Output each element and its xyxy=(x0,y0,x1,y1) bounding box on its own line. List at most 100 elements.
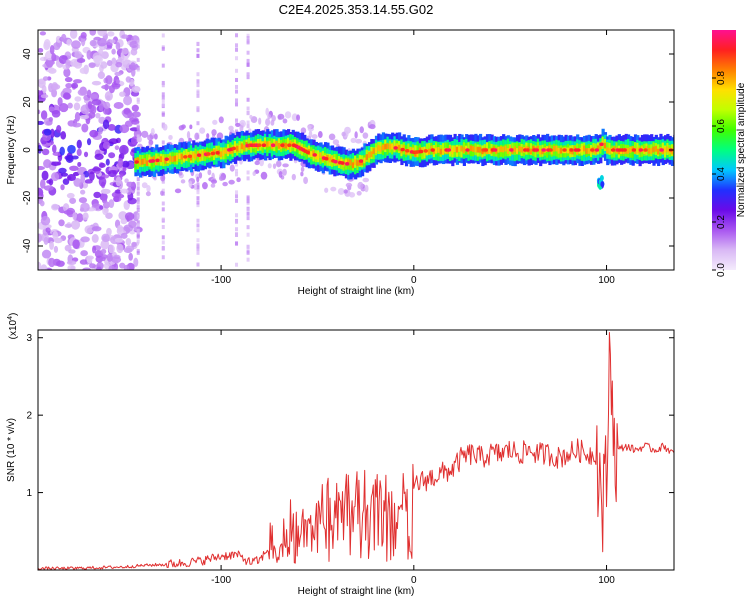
spectrogram-peak xyxy=(622,148,627,152)
spectrogram-halo xyxy=(198,172,203,179)
spectrogram-halo xyxy=(146,184,151,193)
spectrogram-streak xyxy=(246,195,250,200)
spectrogram-ridge-cell xyxy=(455,146,460,153)
spectrogram-noise-blob xyxy=(67,102,73,109)
spectrogram-halo xyxy=(291,173,296,181)
spectrogram-streak xyxy=(161,188,165,193)
spectrogram-streak xyxy=(196,250,200,255)
spectrogram-streak xyxy=(136,228,140,233)
spectrogram-halo xyxy=(168,134,173,140)
spectrogram-ridge-cell xyxy=(310,151,314,157)
spectrogram-halo xyxy=(250,116,258,123)
spectrogram-ridge-cell xyxy=(349,159,353,166)
spectrogram-peak xyxy=(631,148,637,152)
spectrogram-noise-blob xyxy=(45,60,55,66)
spectrogram-ridge-cell xyxy=(557,147,561,154)
spectrogram-ridge-cell xyxy=(173,155,177,162)
spectrogram-noise-blob xyxy=(108,244,115,254)
spectrogram-ridge-cell xyxy=(189,154,194,161)
spectrogram-ridge-cell xyxy=(354,159,358,166)
spectrogram-streak xyxy=(161,46,165,51)
spectrogram-ridge-cell xyxy=(520,146,524,153)
spectrogram-noise-blob xyxy=(51,88,58,98)
spectrogram-noise-blob xyxy=(127,112,135,119)
spectrogram-halo xyxy=(345,182,353,188)
spectrogram-noise-blob xyxy=(93,191,102,199)
spectrogram-streak xyxy=(196,246,200,251)
spectrogram-streak xyxy=(136,181,140,186)
spectrogram-noise-blob xyxy=(79,67,88,74)
spectrogram-halo xyxy=(145,191,151,197)
spectrogram-streak xyxy=(196,121,200,126)
spectrogram-streak xyxy=(246,33,250,38)
spectrogram-halo xyxy=(357,181,364,190)
spectrogram-ridge-cell xyxy=(583,145,587,152)
spectrogram-noise-blob xyxy=(123,95,133,106)
spectrogram-noise-blob xyxy=(121,160,130,168)
spectrogram-halo xyxy=(307,125,312,130)
spectrogram-streak xyxy=(235,172,239,177)
spectrogram-streak xyxy=(235,98,239,103)
spectrogram-ridge-cell xyxy=(243,144,247,151)
spectrogram-ridge-cell xyxy=(402,145,406,151)
spectrogram-ridge-cell xyxy=(175,155,180,161)
spectrogram-noise-blob xyxy=(67,174,76,182)
spectrogram-ridge-cell xyxy=(451,148,455,155)
spectrogram-ridge-cell xyxy=(171,156,175,163)
spectrogram-noise-blob xyxy=(60,172,69,177)
spectrogram-streak xyxy=(161,112,165,117)
spectrogram-noise-blob xyxy=(81,123,89,133)
spectrogram-halo xyxy=(160,174,166,182)
spectrogram-streak xyxy=(196,187,200,192)
spectrogram-ridge-cell xyxy=(428,148,432,155)
spectrogram-halo xyxy=(278,170,283,178)
spectrogram-noise-blob xyxy=(79,259,88,265)
spectrogram-streak xyxy=(136,250,140,255)
spectrogram-ridge-cell xyxy=(367,152,372,158)
spectrogram-halo xyxy=(252,171,256,177)
spectrogram-streak xyxy=(246,62,250,67)
spectrogram-ridge-cell xyxy=(224,147,228,154)
spectrogram-noise-blob xyxy=(119,188,129,194)
spectrogram-streak xyxy=(235,241,239,246)
spectrogram-peak xyxy=(183,155,188,159)
spectrogram-noise-blob xyxy=(93,55,103,64)
spectrogram-halo xyxy=(235,122,241,127)
spectrogram-streak xyxy=(235,220,239,225)
snr-multiplier-base: (x10 xyxy=(8,319,19,339)
spectrogram-streak xyxy=(246,106,250,111)
spectrogram-noise-blob xyxy=(107,169,117,178)
spectrogram-noise-blob xyxy=(69,30,78,39)
spectrogram-halo xyxy=(343,189,348,194)
spectrogram-noise-blob xyxy=(39,200,45,207)
spectrogram-noise-blob xyxy=(50,172,60,182)
spectrogram-halo xyxy=(337,188,345,195)
spectrogram-noise-blob xyxy=(131,241,137,247)
spectrogram-streak xyxy=(136,67,140,72)
spectrogram-noise-blob xyxy=(123,264,130,270)
spectrogram-ridge-cell xyxy=(441,148,446,155)
spectrogram-ridge-cell xyxy=(143,158,147,164)
spectrogram-streak xyxy=(235,56,239,61)
spectrogram-streak xyxy=(235,129,239,134)
spectrogram-streak xyxy=(136,214,140,219)
spectrogram-halo xyxy=(229,164,235,172)
spectrogram-noise-blob xyxy=(51,53,57,62)
spectrogram-y-tick-label: -40 xyxy=(22,238,33,253)
spectrogram-streak xyxy=(136,220,140,225)
spectrogram-ridge-cell xyxy=(435,147,439,154)
spectrogram-halo xyxy=(186,131,191,139)
spectrogram-noise-blob xyxy=(74,111,81,122)
spectrogram-noise-blob xyxy=(41,148,50,156)
spectrogram-halo xyxy=(277,113,285,120)
spectrogram-halo xyxy=(141,182,148,189)
spectrogram-ridge-cell xyxy=(437,147,441,153)
spectrogram-ridge-cell xyxy=(421,147,425,154)
snr-y-tick-label: 3 xyxy=(26,333,32,344)
spectrogram-noise-blob xyxy=(125,245,135,252)
spectrogram-streak xyxy=(161,225,165,230)
spectrogram-streak xyxy=(196,196,200,201)
spectrogram-noise-blob xyxy=(66,192,75,199)
spectrogram-ridge-cell xyxy=(238,145,242,151)
spectrogram-ridge-cell xyxy=(603,142,608,149)
